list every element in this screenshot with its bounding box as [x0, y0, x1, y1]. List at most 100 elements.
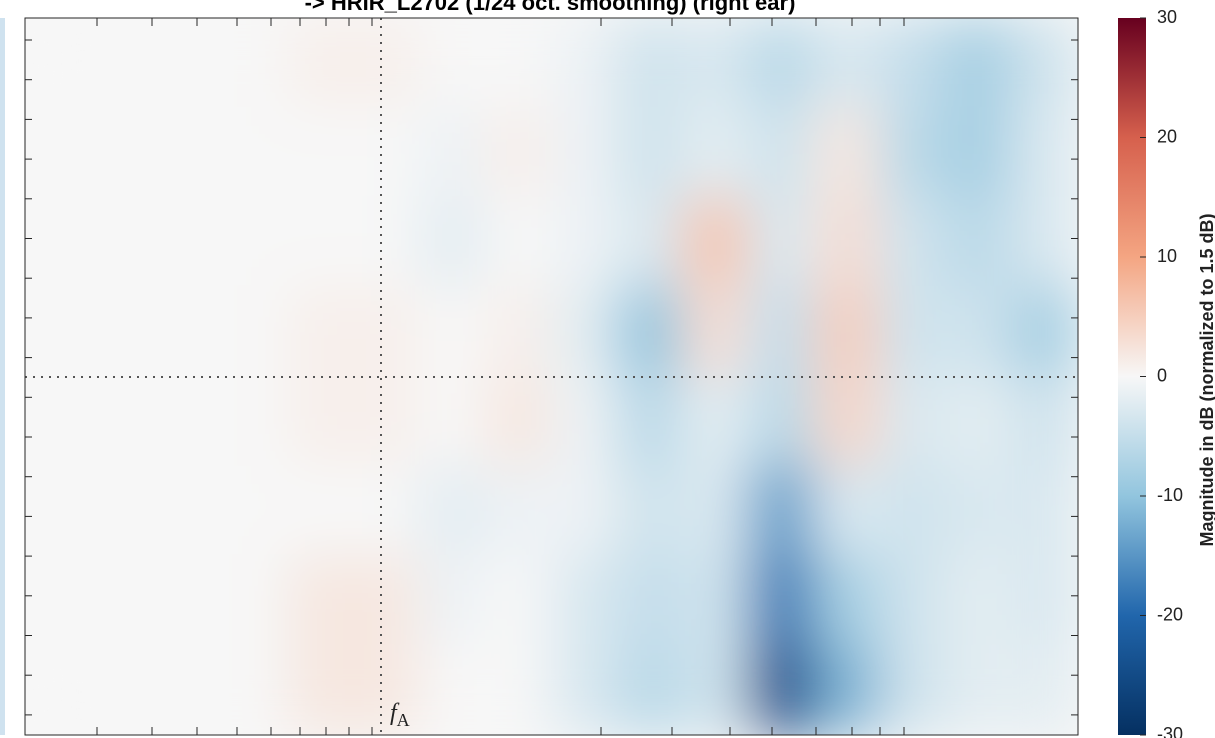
heatmap-cell: [25, 465, 92, 557]
heatmap-cell: [813, 644, 882, 735]
heatmap-cell: [550, 554, 619, 647]
heatmap-cell: [155, 196, 224, 288]
heatmap-cell: [747, 465, 816, 557]
heatmap-cell: [287, 465, 356, 557]
heatmap-cell: [682, 465, 750, 557]
heatmap-cell: [682, 375, 750, 468]
colorbar-tick-label: -30: [1157, 724, 1183, 738]
heatmap-cell: [616, 375, 685, 468]
heatmap-cell: [418, 554, 487, 647]
heatmap-cell: [353, 375, 421, 468]
heatmap-cell: [287, 18, 356, 109]
heatmap-cell: [1011, 465, 1078, 557]
heatmap-cell: [945, 196, 1014, 288]
heatmap-cell: [25, 285, 92, 378]
heatmap-cell: [550, 375, 619, 468]
heatmap-cell: [287, 285, 356, 378]
heatmap-cell: [616, 644, 685, 735]
heatmap-cell: [813, 106, 882, 199]
annotation-sub: A: [397, 710, 410, 730]
heatmap-cell: [1011, 375, 1078, 468]
heatmap-cell: [1011, 285, 1078, 378]
heatmap-cell: [353, 196, 421, 288]
heatmap-cell: [682, 106, 750, 199]
heatmap-cell: [550, 285, 619, 378]
heatmap-cell: [616, 196, 685, 288]
heatmap-cell: [418, 375, 487, 468]
heatmap-cell: [287, 196, 356, 288]
heatmap-cell: [945, 18, 1014, 109]
heatmap-cell: [747, 18, 816, 109]
heatmap-cell: [945, 106, 1014, 199]
heatmap-cell: [1011, 554, 1078, 647]
heatmap-cell: [616, 554, 685, 647]
heatmap-cell: [418, 106, 487, 199]
heatmap-cell: [879, 106, 948, 199]
heatmap-cell: [813, 554, 882, 647]
colorbar-axis: -30 -20 -10 0 10 20 30: [1140, 7, 1183, 738]
heatmap-cell: [221, 106, 290, 199]
colorbar-tick-label: -10: [1157, 485, 1183, 505]
heatmap-cell: [616, 18, 685, 109]
heatmap-cell: [89, 285, 158, 378]
heatmap-cell: [616, 285, 685, 378]
heatmap-cell: [89, 375, 158, 468]
heatmap-cell: [484, 196, 553, 288]
heatmap-cell: [418, 465, 487, 557]
heatmap-cell: [813, 465, 882, 557]
chart-title: -> HRIR_L2702 (1/24 oct. smoothing) (rig…: [305, 0, 796, 15]
heatmap-cell: [418, 196, 487, 288]
heatmap-cell: [879, 285, 948, 378]
heatmap-cell: [89, 554, 158, 647]
heatmap-cell: [25, 106, 92, 199]
heatmap-cell: [945, 465, 1014, 557]
heatmap-cell: [813, 196, 882, 288]
heatmap-cell: [155, 18, 224, 109]
heatmap-cell: [25, 644, 92, 735]
heatmap-cell: [682, 554, 750, 647]
plot-frame: [24, 17, 1079, 736]
colorbar-tick-label: 10: [1157, 246, 1177, 266]
heatmap-cell: [813, 18, 882, 109]
heatmap-cell: [353, 18, 421, 109]
heatmap-cell: [945, 554, 1014, 647]
heatmap-cell: [484, 285, 553, 378]
heatmap-cell: [1011, 196, 1078, 288]
heatmap-cell: [484, 554, 553, 647]
heatmap-cell: [89, 106, 158, 199]
heatmap-cell: [25, 196, 92, 288]
heatmap-cell: [221, 465, 290, 557]
heatmap-cell: [747, 106, 816, 199]
heatmap-cell: [221, 644, 290, 735]
heatmap-cell: [484, 644, 553, 735]
heatmap-cell: [221, 18, 290, 109]
colorbar-tick-label: 30: [1157, 7, 1177, 27]
heatmap-cell: [89, 465, 158, 557]
heatmap-cell: [418, 644, 487, 735]
neighbor-plot-edge: [0, 18, 5, 735]
heatmap-cell: [287, 375, 356, 468]
heatmap-cell: [221, 375, 290, 468]
heatmap-cell: [89, 196, 158, 288]
heatmap-cell: [25, 375, 92, 468]
heatmap-cell: [155, 285, 224, 378]
heatmap-cell: [682, 644, 750, 735]
heatmap-cell: [945, 285, 1014, 378]
heatmap-cell: [747, 554, 816, 647]
heatmap-cell: [25, 554, 92, 647]
heatmap-cell: [484, 375, 553, 468]
heatmap-cell: [353, 285, 421, 378]
heatmap-cell: [682, 285, 750, 378]
heatmap-cell: [550, 644, 619, 735]
heatmap-cell: [25, 18, 92, 109]
heatmap-cell: [484, 18, 553, 109]
heatmap-cell: [747, 196, 816, 288]
heatmap-cell: [287, 644, 356, 735]
heatmap-cell: [550, 196, 619, 288]
heatmap: [25, 18, 1078, 735]
heatmap-cell: [747, 285, 816, 378]
heatmap-cell: [813, 285, 882, 378]
heatmap-cell: [221, 196, 290, 288]
heatmap-cell: [1011, 106, 1078, 199]
